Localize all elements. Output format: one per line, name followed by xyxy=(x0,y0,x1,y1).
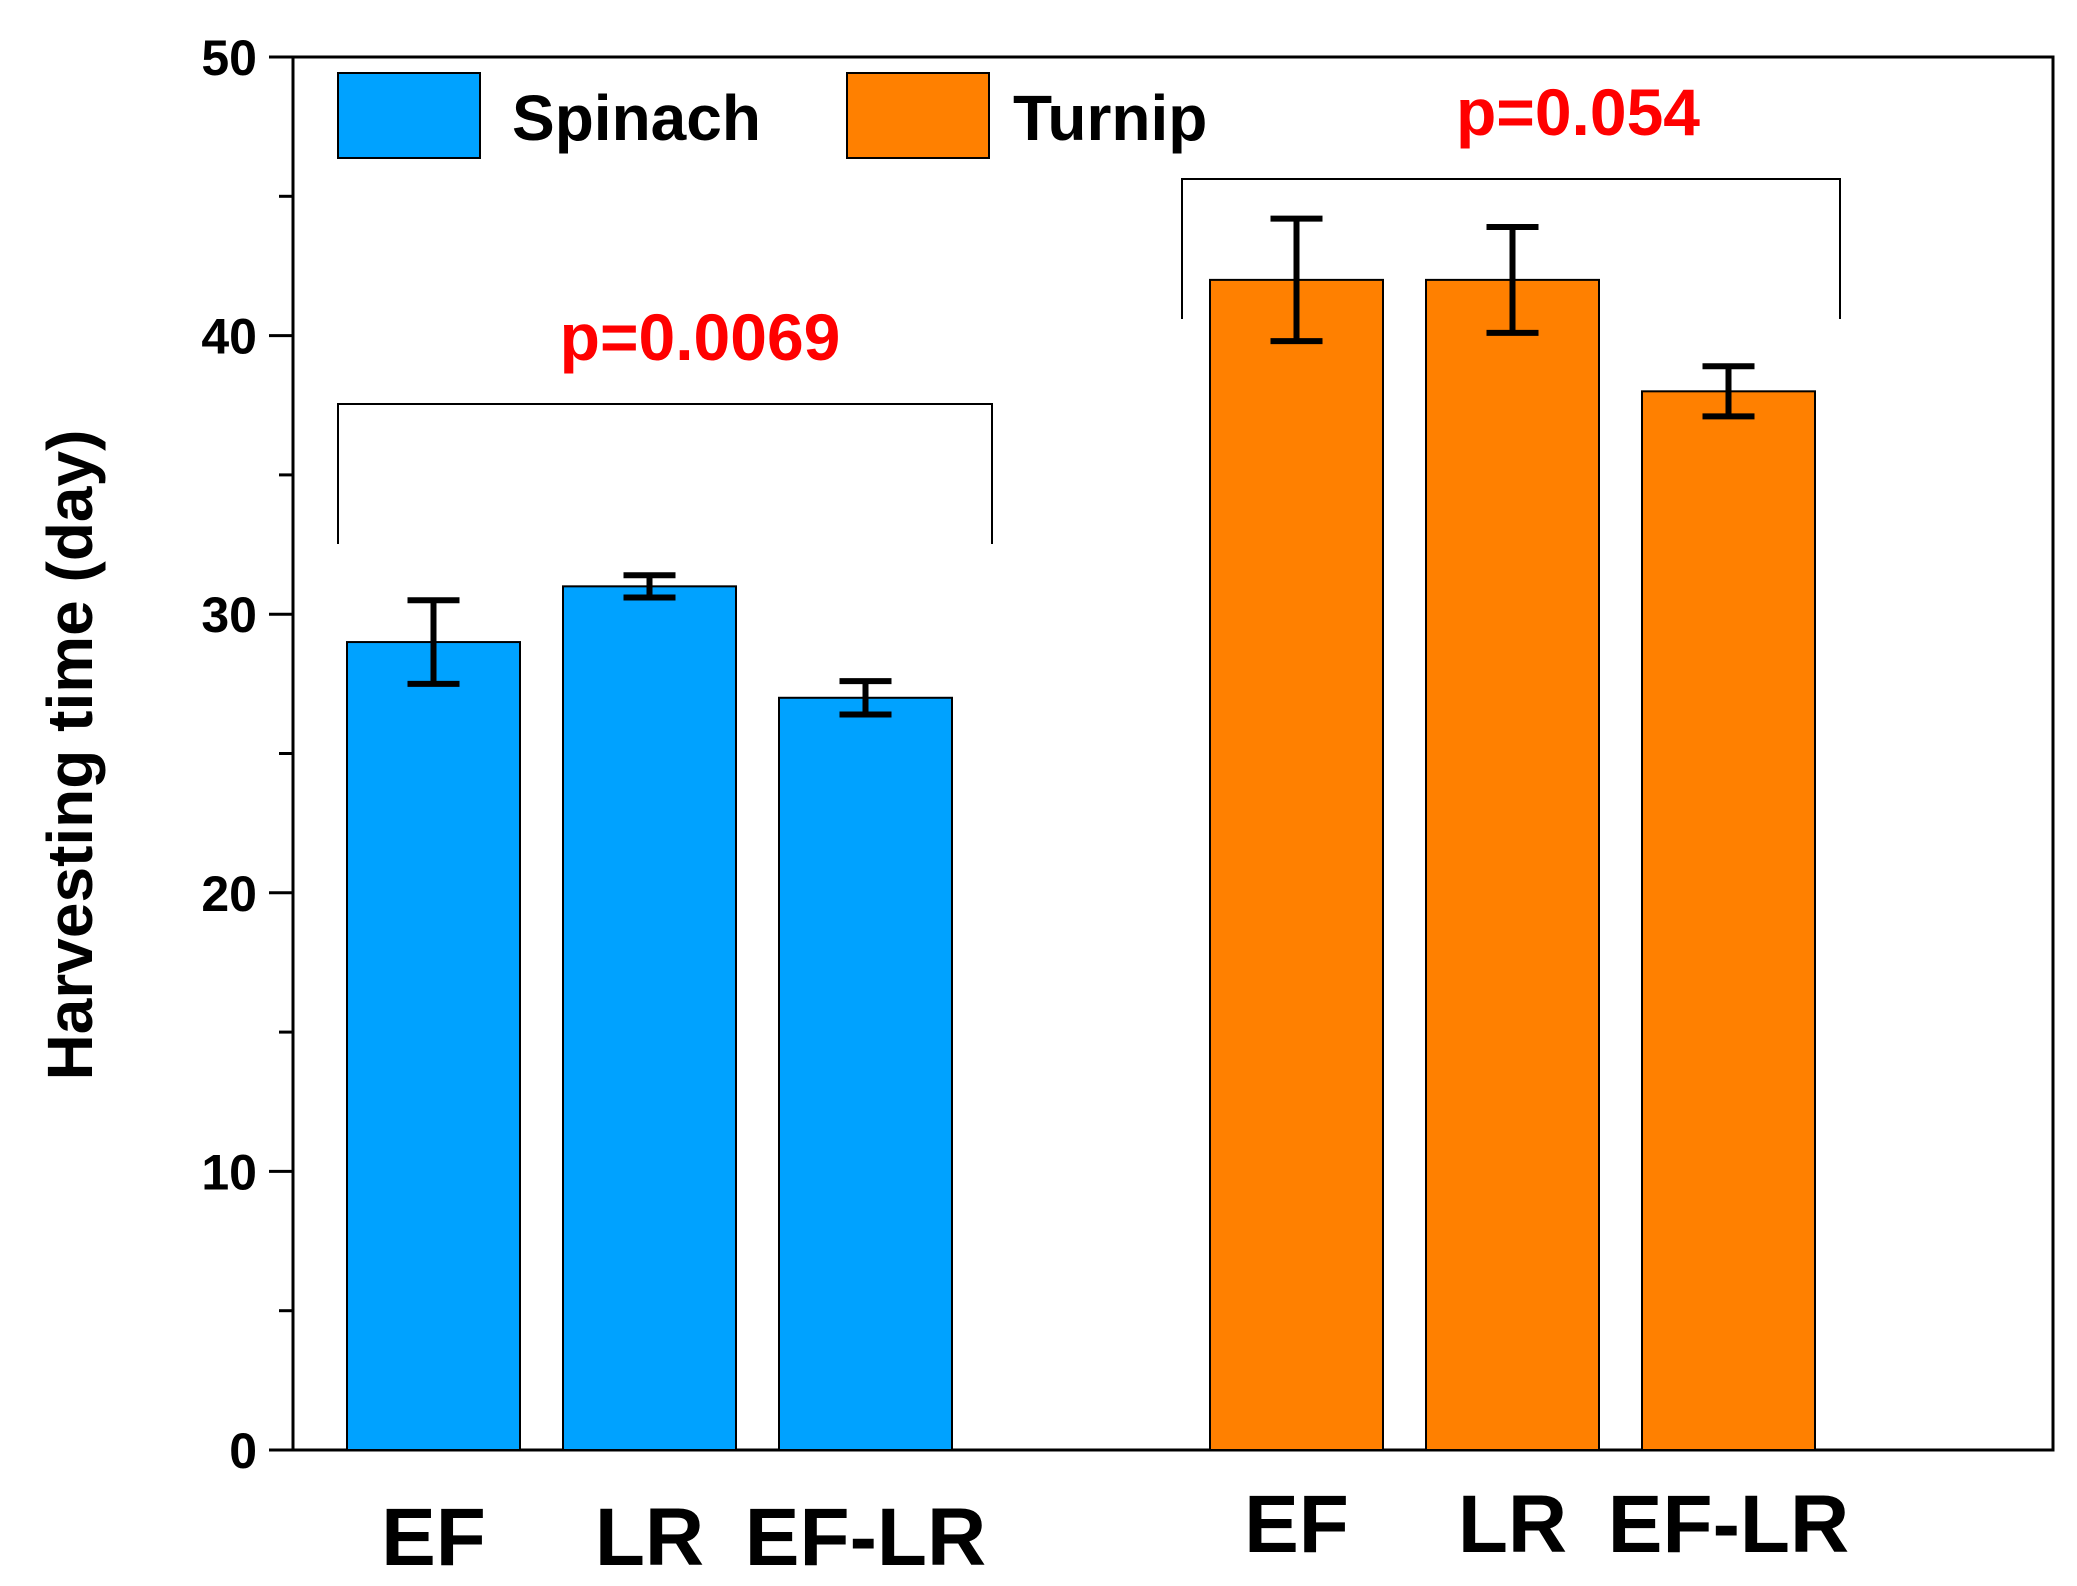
significance-bracket xyxy=(1181,178,1841,319)
p-value-label: p=0.0069 xyxy=(560,300,841,374)
x-category-label: EF-LR xyxy=(745,1492,986,1583)
legend-label-spinach: Spinach xyxy=(512,82,761,154)
y-tick-label: 30 xyxy=(201,587,257,643)
bar-spinach-lr xyxy=(562,585,737,1451)
y-tick-label: 0 xyxy=(229,1423,257,1479)
legend-swatch-turnip xyxy=(846,72,990,159)
x-category-label: EF xyxy=(1244,1479,1349,1570)
x-category-label: LR xyxy=(1458,1479,1567,1570)
y-tick-label: 50 xyxy=(201,30,257,86)
plot-layer: 0 10 20 30 40 50 EF LR EF-LR EF LR EF-LR p=0.0069 p=0… xyxy=(201,30,2055,1583)
bar-spinach-ef-lr xyxy=(778,696,953,1451)
y-tick-label: 40 xyxy=(201,309,257,365)
bar-spinach-ef xyxy=(346,641,521,1451)
x-category-label: EF xyxy=(381,1492,486,1583)
y-tick-label: 10 xyxy=(201,1144,257,1200)
significance-bracket xyxy=(337,403,993,544)
y-tick-label: 20 xyxy=(201,866,257,922)
y-axis-title: Harvesting time (day) xyxy=(34,430,106,1081)
legend-swatch-spinach xyxy=(337,72,481,159)
bar-turnip-lr xyxy=(1425,278,1600,1451)
x-category-label: LR xyxy=(595,1492,704,1583)
p-value-label: p=0.054 xyxy=(1456,75,1700,149)
bar-turnip-ef xyxy=(1209,278,1384,1451)
legend-label-turnip: Turnip xyxy=(1013,82,1207,154)
x-category-label: EF-LR xyxy=(1608,1479,1849,1570)
bar-turnip-ef-lr xyxy=(1641,390,1816,1452)
